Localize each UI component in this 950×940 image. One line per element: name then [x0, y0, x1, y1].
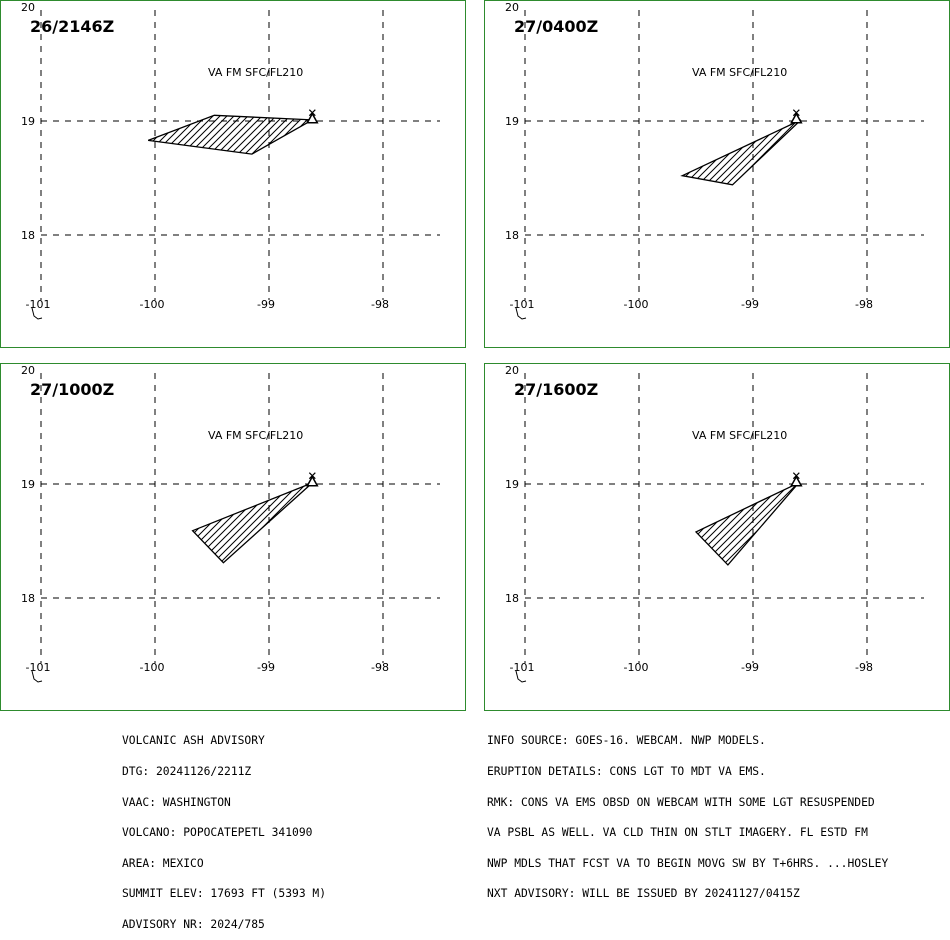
map-svg: 20 19 18 -101 -100 -99 -98 — [484, 0, 950, 348]
advisory-text-right: INFO SOURCE: GOES-16. WEBCAM. NWP MODELS… — [487, 716, 888, 910]
panel-time: 27/0400Z — [514, 17, 599, 36]
advisory-line: DTG: 20241126/2211Z — [122, 765, 252, 778]
lon-label: -100 — [140, 661, 165, 674]
lat-label: 20 — [505, 364, 519, 377]
volcano-icon — [306, 475, 319, 487]
eruption-mark — [308, 472, 316, 480]
forecast-panel-3: 20 19 18 -101 -100 -99 -98 27/1600Z VA FM SFC/… — [484, 363, 950, 711]
advisory-line: NXT ADVISORY: WILL BE ISSUED BY 20241127… — [487, 887, 800, 901]
lon-label: -98 — [855, 298, 873, 311]
panel-frame — [0, 0, 466, 348]
advisory-line: VAAC: WASHINGTON — [122, 795, 231, 809]
lon-label: -99 — [257, 298, 275, 311]
map-svg: 20 19 18 -101 -100 -99 -98 — [0, 0, 466, 348]
advisory-line: VOLCANO: POPOCATEPETL 341090 — [122, 826, 313, 840]
ash-cloud-polygon — [694, 482, 800, 566]
lat-label: 19 — [21, 115, 35, 128]
lon-label: -101 — [26, 661, 51, 674]
lon-label: -101 — [510, 298, 535, 311]
lat-label: 19 — [505, 115, 519, 128]
panel-frame — [0, 363, 466, 711]
ash-cloud-polygon — [191, 482, 313, 564]
eruption-mark — [792, 109, 800, 117]
lat-label: 19 — [505, 478, 519, 491]
lat-label: 18 — [505, 592, 519, 605]
va-level-label: VA FM SFC/FL210 — [208, 429, 304, 442]
lon-label: -99 — [257, 661, 275, 674]
map-svg: 20 19 18 -101 -100 -99 -98 — [0, 363, 466, 711]
ash-cloud-polygon — [147, 114, 315, 155]
advisory-line: INFO SOURCE: GOES-16. WEBCAM. NWP MODELS… — [487, 734, 766, 748]
lon-label: -100 — [624, 298, 649, 311]
coastline — [515, 307, 527, 320]
lon-label: -100 — [140, 298, 165, 311]
va-level-label: VA FM SFC/FL210 — [692, 429, 788, 442]
volcano-icon — [790, 112, 803, 124]
lon-label: -99 — [741, 661, 759, 674]
advisory-line: ADVISORY NR: 2024/785 — [122, 917, 265, 931]
eruption-mark — [792, 472, 800, 480]
advisory-line: VA PSBL AS WELL. VA CLD THIN ON STLT IMA… — [487, 826, 868, 840]
va-level-label: VA FM SFC/FL210 — [692, 66, 788, 79]
panel-time: 27/1600Z — [514, 380, 599, 399]
forecast-panel-2: 20 19 18 -101 -100 -99 -98 27/1000Z VA FM SFC/… — [0, 363, 466, 711]
lat-label: 20 — [21, 364, 35, 377]
advisory-line: RMK: CONS VA EMS OBSD ON WEBCAM WITH SOM… — [487, 795, 875, 809]
lat-label: 20 — [21, 1, 35, 14]
lon-label: -98 — [371, 661, 389, 674]
lat-label: 20 — [505, 1, 519, 14]
advisory-line: VOLCANIC ASH ADVISORY — [122, 734, 265, 748]
eruption-mark — [308, 109, 316, 117]
advisory-line: AREA: MEXICO — [122, 856, 204, 870]
lon-label: -100 — [624, 661, 649, 674]
panel-time: 26/2146Z — [30, 17, 115, 36]
lon-label: -101 — [26, 298, 51, 311]
lat-label: 18 — [21, 229, 35, 242]
coastline — [515, 670, 527, 683]
volcano-icon — [306, 112, 319, 124]
lon-label: -98 — [855, 661, 873, 674]
panel-time: 27/1000Z — [30, 380, 115, 399]
map-svg: 20 19 18 -101 -100 -99 -98 — [484, 363, 950, 711]
advisory-line: ERUPTION DETAILS: CONS LGT TO MDT VA EMS… — [487, 765, 766, 778]
lon-label: -101 — [510, 661, 535, 674]
forecast-panel-1: 20 19 18 -101 -100 -99 -98 27/0400Z VA FM SFC/… — [484, 0, 950, 348]
lat-label: 18 — [21, 592, 35, 605]
coastline — [31, 307, 43, 320]
forecast-panel-0: 20 19 18 -101 -100 -99 -98 26/2146Z VA FM SFC/… — [0, 0, 466, 348]
lat-label: 19 — [21, 478, 35, 491]
advisory-text-left: VOLCANIC ASH ADVISORY DTG: 20241126/2211… — [122, 716, 326, 940]
va-level-label: VA FM SFC/FL210 — [208, 66, 304, 79]
lon-label: -98 — [371, 298, 389, 311]
ash-cloud-polygon — [680, 119, 802, 186]
advisory-line: NWP MDLS THAT FCST VA TO BEGIN MOVG SW B… — [487, 856, 889, 870]
volcano-icon — [790, 475, 803, 487]
lat-label: 18 — [505, 229, 519, 242]
coastline — [31, 670, 43, 683]
lon-label: -99 — [741, 298, 759, 311]
advisory-line: SUMMIT ELEV: 17693 FT (5393 M) — [122, 887, 327, 901]
